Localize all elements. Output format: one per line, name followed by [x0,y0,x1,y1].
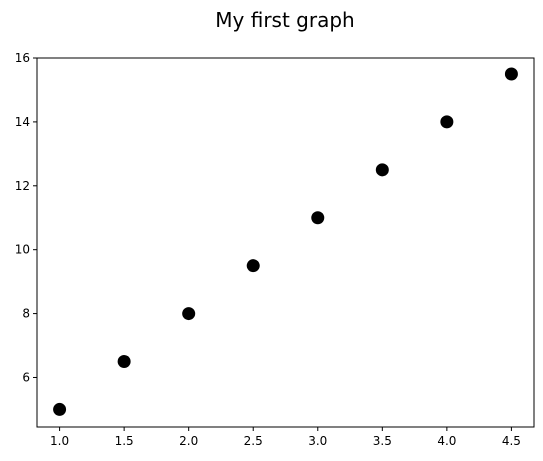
data-points [53,67,518,416]
x-tick-label: 3.5 [373,434,392,448]
data-point [504,67,518,81]
y-axis: 6 8 10 12 14 16 [15,51,37,384]
chart-title: My first graph [215,8,354,32]
data-point [53,402,67,416]
data-point [182,307,196,321]
data-point [246,259,260,273]
plot-area-frame [36,57,535,428]
data-point [440,115,454,129]
y-tick-label: 16 [15,51,30,65]
x-tick-label: 4.5 [502,434,521,448]
x-tick-label: 1.5 [115,434,134,448]
x-tick-label: 2.0 [179,434,198,448]
x-tick-label: 3.0 [308,434,327,448]
y-tick-label: 12 [15,179,30,193]
y-tick-label: 8 [22,307,30,321]
y-tick-label: 6 [22,370,30,384]
data-point [375,163,389,177]
x-axis: 1.0 1.5 2.0 2.5 3.0 3.5 4.0 4.5 [50,427,521,448]
data-point [117,355,131,369]
x-tick-label: 2.5 [244,434,263,448]
y-tick-label: 10 [15,243,30,257]
data-point [311,211,325,225]
y-tick-label: 14 [15,115,30,129]
x-tick-label: 1.0 [50,434,69,448]
x-tick-label: 4.0 [437,434,456,448]
